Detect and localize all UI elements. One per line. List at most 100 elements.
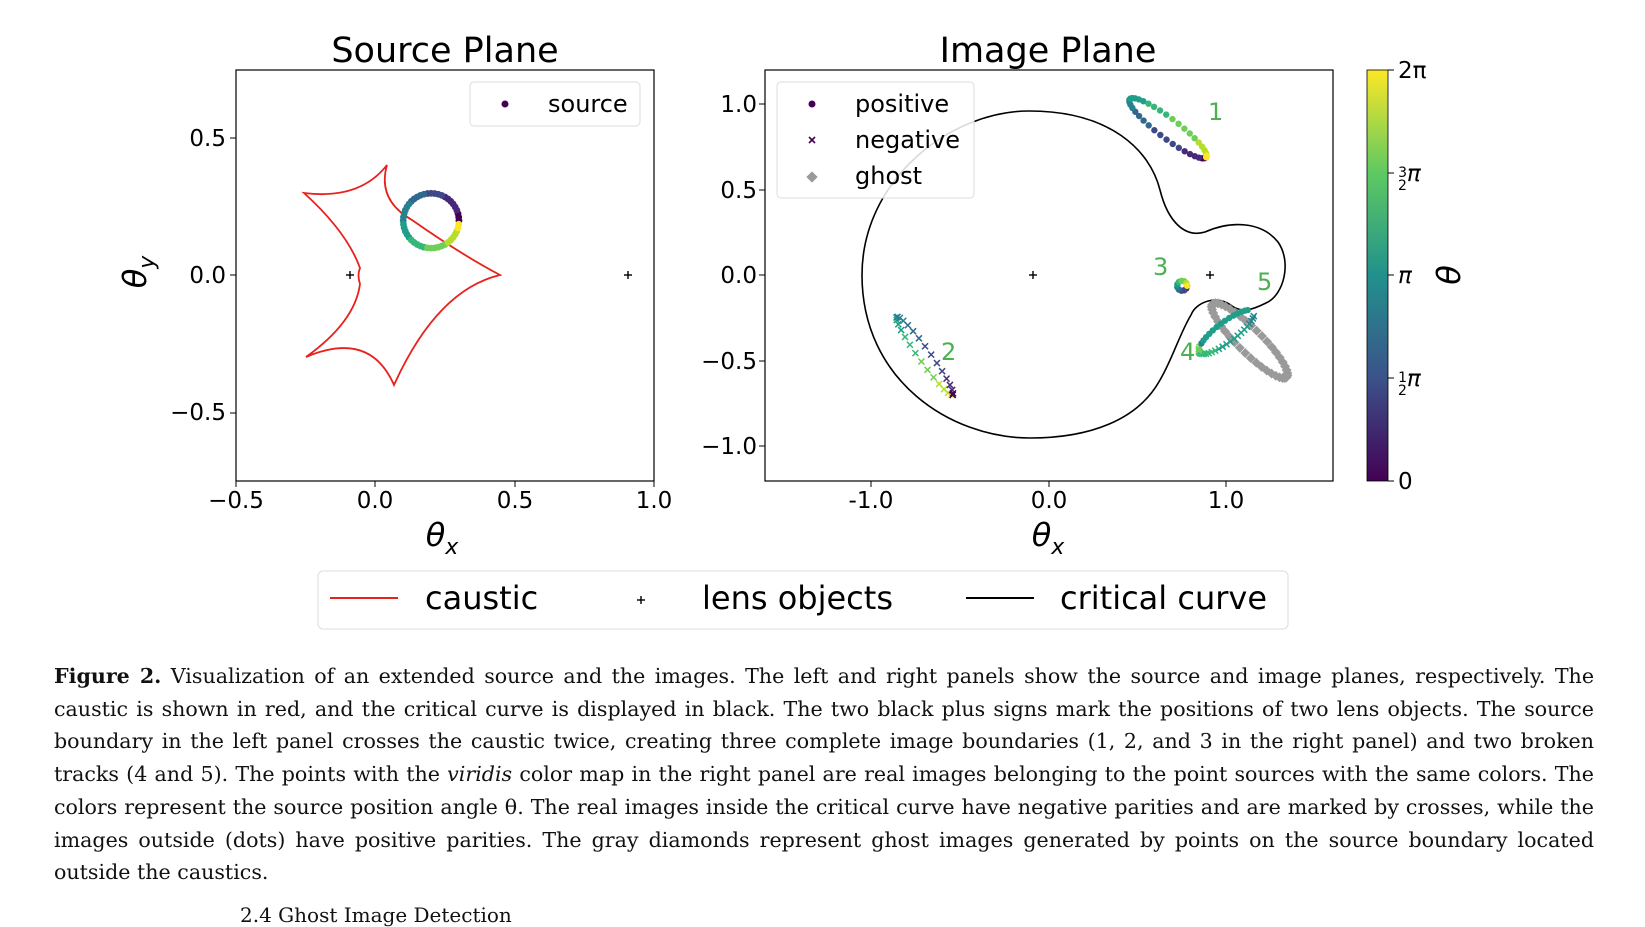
- ghost-point: [1234, 342, 1245, 353]
- image-annotation-4: 4: [1180, 338, 1195, 366]
- image-1-point: [1186, 150, 1194, 158]
- image-2-point: [933, 359, 941, 367]
- legend-positive-label: positive: [855, 90, 949, 118]
- image-legend: positive negative ghost: [776, 81, 975, 199]
- image-ytick-3: −0.5: [701, 349, 757, 375]
- image-panel-title: Image Plane: [940, 31, 1157, 71]
- source-xtick-3: 1.0: [636, 488, 673, 514]
- image-xtick-0: -1.0: [849, 488, 894, 514]
- caption-text-2: color map in the right panel are real im…: [54, 762, 1594, 885]
- bottom-legend: caustic lens objects critical curve: [317, 570, 1289, 630]
- image-1-point: [1191, 134, 1198, 142]
- image-1-point: [1169, 140, 1176, 148]
- legend-ghost-marker: [806, 171, 818, 183]
- image-2-point: [921, 342, 929, 350]
- colorbar-tick-pi: π: [1398, 263, 1413, 289]
- caption-text-1: Visualization of an extended source and …: [54, 664, 1595, 787]
- colorbar-label: θ: [1430, 265, 1468, 285]
- image-4-point: [1195, 345, 1203, 353]
- image-2-point: [915, 334, 923, 342]
- image-1-point: [1202, 154, 1210, 161]
- image-annotation-5: 5: [1257, 268, 1272, 296]
- image-points: [892, 94, 1293, 399]
- source-ytick-2: 0.5: [189, 126, 226, 152]
- image-1-point: [1156, 107, 1164, 114]
- image-annotation-1: 1: [1208, 98, 1223, 126]
- ghost-point: [1251, 357, 1262, 368]
- image-legend-box: [776, 81, 975, 199]
- source-legend-box: [469, 81, 641, 127]
- image-1-point: [1145, 100, 1152, 107]
- figure-2: Source Plane −0.5 0.0 0.5 1.0 −0.5 0.0 0…: [116, 31, 1468, 630]
- image-1-point: [1151, 127, 1158, 134]
- legend-lens-objects-label: lens objects: [702, 579, 893, 617]
- image-ytick-1: 0.5: [720, 178, 757, 204]
- image-annotation-2: 2: [941, 338, 956, 366]
- critical-curve: [861, 110, 1286, 439]
- image-3-point: [1183, 282, 1191, 289]
- image-2-point: [949, 389, 957, 397]
- image-1-point: [1150, 103, 1158, 111]
- source-legend: source: [469, 81, 641, 127]
- image-1-point: [1169, 115, 1176, 123]
- image-1-point: [1145, 122, 1152, 129]
- source-x-ticks: −0.5 0.0 0.5 1.0: [208, 481, 672, 514]
- image-2-point: [927, 351, 935, 359]
- ghost-point: [1245, 353, 1256, 364]
- caption-label: Figure 2.: [54, 664, 162, 688]
- source-xtick-2: 0.5: [497, 488, 534, 514]
- image-1-point: [1140, 98, 1147, 105]
- source-legend-marker: [501, 100, 509, 108]
- source-panel-title: Source Plane: [331, 31, 558, 71]
- image-2-point: [946, 381, 954, 389]
- image-1-point: [1181, 125, 1188, 132]
- legend-lens-objects-marker: [637, 596, 645, 604]
- legend-positive-marker: [808, 100, 816, 108]
- colorbar-tick-three-halves-pi: 3 2π: [1398, 161, 1422, 194]
- image-1-point: [1191, 153, 1199, 160]
- image-4-point: [1244, 306, 1251, 314]
- next-section-heading: 2.4 Ghost Image Detection: [240, 903, 512, 927]
- image-2-point: [940, 385, 948, 393]
- image-2-point: [894, 320, 902, 328]
- source-y-axis-label: θy: [116, 255, 160, 289]
- image-1-point: [1163, 111, 1170, 118]
- image-xtick-1: 0.0: [1031, 488, 1068, 514]
- legend-critical-curve-label: critical curve: [1060, 579, 1267, 617]
- ghost-point: [1262, 336, 1273, 347]
- image-1-point: [1135, 112, 1143, 120]
- source-point: [455, 220, 463, 228]
- source-xtick-0: −0.5: [208, 488, 264, 514]
- image-2-point: [923, 366, 932, 374]
- ghost-point: [1251, 325, 1262, 336]
- image-1-point: [1181, 148, 1188, 155]
- source-x-axis-label: θx: [426, 516, 460, 560]
- image-2-point: [943, 375, 951, 383]
- figure-caption: Figure 2. Visualization of an extended s…: [54, 660, 1594, 889]
- image-2-point: [911, 349, 919, 357]
- image-annotations: 1 2 3 4 5: [941, 98, 1272, 366]
- image-4-point: [1215, 345, 1223, 353]
- image-4-point: [1222, 340, 1231, 348]
- source-ring: [399, 189, 463, 252]
- image-annotation-3: 3: [1153, 253, 1168, 281]
- image-1-point: [1175, 144, 1183, 152]
- colorbar: 0 1 2π π 3 2π 2π θ: [1366, 58, 1468, 495]
- legend-negative-marker: [808, 136, 816, 144]
- source-xtick-1: 0.0: [357, 488, 394, 514]
- legend-ghost-label: ghost: [855, 162, 922, 190]
- colorbar-gradient: [1366, 69, 1389, 482]
- image-2-point: [897, 326, 905, 334]
- image-2-point: [906, 341, 914, 349]
- source-ytick-1: 0.0: [189, 263, 226, 289]
- image-lens-objects: [1029, 271, 1214, 279]
- legend-negative-label: negative: [855, 126, 960, 154]
- image-2-point: [938, 367, 946, 375]
- image-ytick-2: 0.0: [720, 263, 757, 289]
- source-legend-label: source: [548, 90, 628, 118]
- image-y-ticks: 1.0 0.5 0.0 −0.5 −1.0: [701, 92, 765, 460]
- source-plot-frame: [235, 69, 655, 482]
- image-xtick-2: 1.0: [1208, 488, 1245, 514]
- image-1-point: [1140, 117, 1147, 124]
- image-2-point: [949, 391, 957, 399]
